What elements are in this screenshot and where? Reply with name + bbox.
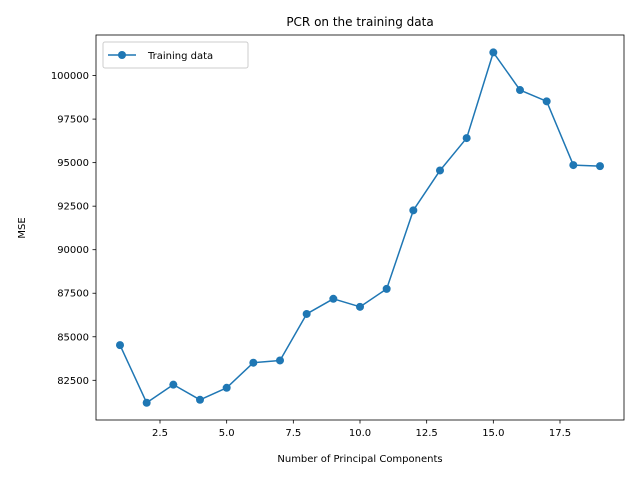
- data-point: [542, 97, 551, 106]
- data-point: [302, 309, 311, 318]
- legend-label: Training data: [147, 51, 213, 62]
- data-point: [356, 302, 364, 311]
- data-point: [196, 395, 204, 404]
- ticks-layer: 2.5 5.0 7.5 10.0 12.5 15.0 17.5 82500 85000 87500…: [51, 71, 571, 439]
- legend-marker: [118, 51, 126, 59]
- x-tick-label: 5.0: [219, 428, 235, 439]
- legend-box: [102, 41, 249, 69]
- data-point: [409, 206, 418, 215]
- data-point: [249, 358, 258, 367]
- legend: Training data: [102, 41, 249, 69]
- x-tick-label: 7.5: [285, 428, 301, 439]
- series-layer: [116, 48, 604, 407]
- y-tick-label: 95000: [57, 158, 89, 169]
- data-point: [596, 162, 604, 171]
- y-tick-label: 87500: [57, 289, 89, 300]
- x-axis-label: Number of Principal Components: [277, 454, 442, 465]
- data-point: [569, 161, 578, 170]
- data-point: [142, 398, 151, 407]
- data-point: [222, 383, 231, 392]
- y-axis-label: MSE: [17, 217, 28, 238]
- x-tick-label: 12.5: [416, 428, 438, 439]
- data-point: [382, 284, 391, 293]
- plot-frame: [95, 34, 625, 421]
- y-tick-label: 90000: [57, 245, 89, 256]
- data-point: [276, 356, 284, 365]
- x-tick-label: 15.0: [482, 428, 504, 439]
- data-point: [489, 48, 498, 57]
- chart-title: PCR on the training data: [286, 15, 433, 29]
- data-point: [169, 380, 178, 389]
- y-tick-label: 100000: [51, 71, 89, 82]
- y-tick-label: 92500: [57, 202, 89, 213]
- x-tick-label: 2.5: [152, 428, 168, 439]
- data-point: [516, 86, 524, 95]
- x-tick-label: 10.0: [349, 428, 371, 439]
- x-tick-label: 17.5: [549, 428, 571, 439]
- y-tick-label: 85000: [57, 332, 89, 343]
- data-point: [329, 294, 338, 303]
- y-tick-label: 82500: [57, 376, 89, 387]
- data-point: [436, 166, 444, 175]
- y-tick-label: 97500: [57, 115, 89, 126]
- data-point: [462, 134, 471, 143]
- data-point: [116, 341, 124, 350]
